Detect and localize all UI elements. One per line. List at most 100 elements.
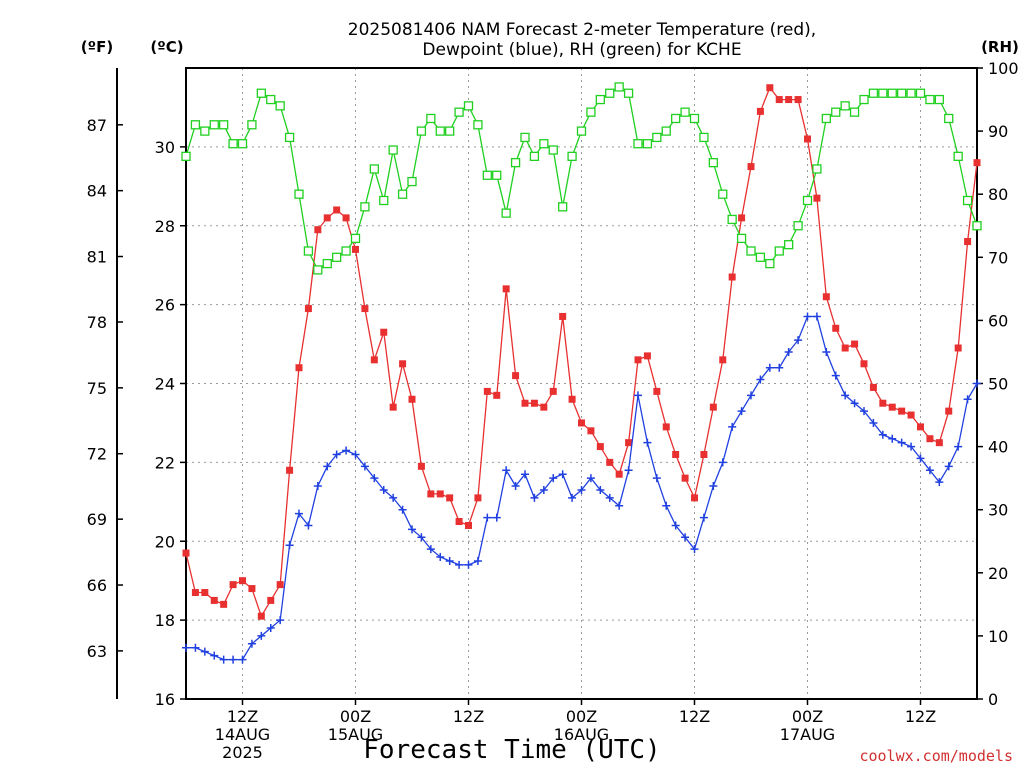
dewpoint-point xyxy=(370,474,379,483)
rh-point xyxy=(821,113,831,124)
rh-point xyxy=(972,221,982,231)
rh-point xyxy=(755,252,766,262)
rh-point xyxy=(915,88,926,98)
dewpoint-point xyxy=(765,363,774,372)
temperature-point xyxy=(756,107,764,115)
dewpoint-point xyxy=(408,525,416,534)
temperature-point xyxy=(220,600,228,608)
dewpoint-point xyxy=(219,655,228,664)
rh-point xyxy=(849,107,860,117)
temperature-point xyxy=(361,305,369,313)
dewpoint-point xyxy=(436,553,445,562)
dewpoint-point xyxy=(662,501,671,510)
dewpoint-point xyxy=(483,513,492,522)
temperature-point xyxy=(747,163,755,171)
fahrenheit-tick-label: 69 xyxy=(87,510,107,529)
temperature-point xyxy=(681,474,689,482)
rh-point xyxy=(576,126,587,136)
dewpoint-point xyxy=(925,466,934,475)
dewpoint-point xyxy=(568,493,577,502)
dewpoint-point xyxy=(285,541,294,550)
temperature-point xyxy=(521,399,529,407)
fahrenheit-tick-label: 63 xyxy=(87,642,107,661)
rh-point xyxy=(605,88,615,98)
rh-point xyxy=(181,151,191,161)
rh-point xyxy=(247,120,257,130)
dewpoint-point xyxy=(360,462,369,471)
temperature-point xyxy=(851,340,859,348)
temperature-point xyxy=(917,423,924,431)
temperature-point xyxy=(785,96,793,104)
temperature-point xyxy=(766,84,774,92)
dewpoint-point xyxy=(313,482,322,491)
temperature-point xyxy=(229,581,237,589)
rh-point xyxy=(454,107,464,117)
rh-tick-label: 70 xyxy=(988,248,1008,267)
dewpoint-point xyxy=(238,655,247,664)
x-tick-label: 12Z xyxy=(905,707,936,726)
temperature-point xyxy=(455,518,463,526)
temperature-point xyxy=(954,344,962,352)
rh-point xyxy=(859,94,869,105)
temperature-point xyxy=(643,352,651,360)
temperature-point xyxy=(276,581,284,589)
temperature-point xyxy=(201,589,209,597)
dewpoint-point xyxy=(794,336,803,345)
rh-point xyxy=(906,88,916,98)
rh-point xyxy=(812,164,822,174)
dewpoint-point xyxy=(935,478,944,487)
series-temperature xyxy=(182,84,981,620)
rh-point xyxy=(642,139,653,149)
temperature-point xyxy=(813,194,821,202)
rh-point xyxy=(322,258,332,269)
temperature-point xyxy=(257,612,265,620)
dewpoint-point xyxy=(699,513,708,522)
dewpoint-point xyxy=(229,655,238,664)
temperature-point xyxy=(389,403,397,411)
credit-label: coolwx.com/models xyxy=(859,747,1013,765)
fahrenheit-tick-label: 72 xyxy=(87,445,107,464)
dewpoint-point xyxy=(737,407,746,416)
temperature-point xyxy=(399,360,407,368)
temperature-point xyxy=(606,458,614,466)
dewpoint-point xyxy=(200,647,209,656)
dewpoint-point xyxy=(539,485,548,494)
dewpoint-point xyxy=(841,391,850,400)
dewpoint-point xyxy=(586,474,595,483)
dewpoint-point xyxy=(643,438,652,447)
chart-title-line1: 2025081406 NAM Forecast 2-meter Temperat… xyxy=(348,20,816,40)
temperature-point xyxy=(662,423,670,431)
temperature-point xyxy=(493,391,501,399)
fahrenheit-tick-label: 84 xyxy=(87,182,107,201)
series-rh xyxy=(181,82,982,275)
temperature-point xyxy=(380,328,388,336)
temperature-point xyxy=(898,407,906,415)
dewpoint-point xyxy=(963,395,972,404)
dewpoint-point xyxy=(445,556,454,565)
temperature-point xyxy=(926,435,934,443)
rh-point xyxy=(294,189,304,199)
rh-point xyxy=(219,120,229,130)
temperature-point xyxy=(804,135,811,143)
temperature-point xyxy=(417,462,425,470)
temperature-point xyxy=(333,206,341,214)
rh-point xyxy=(416,126,427,136)
temperature-point xyxy=(841,344,849,352)
dewpoint-point xyxy=(671,521,680,530)
rh-point xyxy=(313,265,323,275)
temperature-point xyxy=(822,293,830,301)
x-tick-label: 12Z xyxy=(453,707,484,726)
dewpoint-point xyxy=(784,347,793,356)
rh-point xyxy=(510,157,521,168)
rh-point xyxy=(567,151,577,161)
dewpoint-point xyxy=(511,482,520,491)
rh-point xyxy=(878,88,888,98)
x-tick-label: 2025 xyxy=(222,743,263,762)
rh-point xyxy=(539,139,549,149)
temperature-point xyxy=(709,403,717,411)
temperature-point xyxy=(888,403,896,411)
rh-point xyxy=(388,145,398,155)
dewpoint-point xyxy=(332,450,341,459)
rh-tick-label: 90 xyxy=(988,122,1008,141)
series-dewpoint xyxy=(182,312,981,664)
